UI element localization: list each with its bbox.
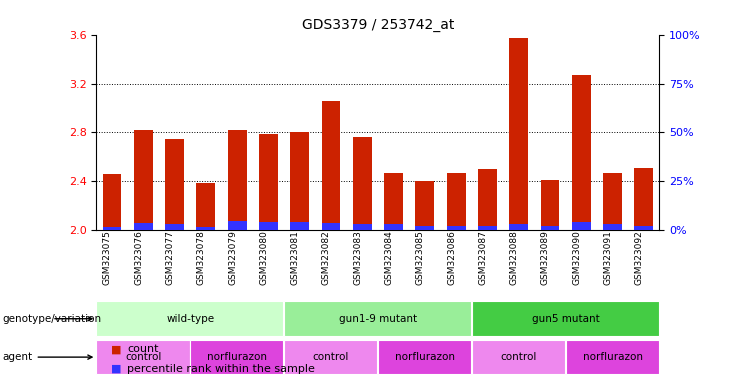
Text: GSM323088: GSM323088	[510, 230, 519, 285]
Bar	[134, 130, 153, 230]
Bar	[603, 173, 622, 230]
Bar	[353, 224, 372, 230]
Bar	[478, 169, 496, 230]
Text: GSM323075: GSM323075	[103, 230, 112, 285]
Bar	[447, 225, 465, 230]
Bar	[565, 340, 659, 374]
Bar	[634, 168, 654, 230]
Bar	[102, 174, 122, 230]
Text: wild-type: wild-type	[166, 314, 214, 324]
Text: ■: ■	[111, 344, 122, 354]
Text: agent: agent	[2, 352, 92, 362]
Bar	[165, 224, 184, 230]
Text: control: control	[125, 352, 162, 362]
Bar	[190, 340, 283, 374]
Bar	[384, 173, 403, 230]
Text: GSM323089: GSM323089	[541, 230, 550, 285]
Bar	[290, 222, 309, 230]
Bar	[165, 139, 184, 230]
Bar	[416, 182, 434, 230]
Text: GSM323081: GSM323081	[290, 230, 299, 285]
Text: genotype/variation: genotype/variation	[2, 314, 102, 324]
Text: GSM323080: GSM323080	[259, 230, 268, 285]
Text: GSM323076: GSM323076	[134, 230, 143, 285]
Bar	[509, 224, 528, 230]
Text: norflurazon: norflurazon	[582, 352, 642, 362]
Bar	[541, 180, 559, 230]
Bar	[572, 222, 591, 230]
Bar	[284, 340, 377, 374]
Text: ■: ■	[111, 364, 122, 374]
Text: percentile rank within the sample: percentile rank within the sample	[127, 364, 316, 374]
Text: control: control	[313, 352, 349, 362]
Bar	[541, 225, 559, 230]
Bar	[447, 173, 465, 230]
Bar	[478, 225, 496, 230]
Text: GSM323077: GSM323077	[165, 230, 175, 285]
Text: GSM323085: GSM323085	[416, 230, 425, 285]
Bar	[634, 225, 654, 230]
Bar	[102, 227, 122, 230]
Bar	[353, 137, 372, 230]
Bar	[290, 132, 309, 230]
Bar	[384, 224, 403, 230]
Bar	[322, 223, 340, 230]
Text: GSM323090: GSM323090	[572, 230, 581, 285]
Text: norflurazon: norflurazon	[207, 352, 267, 362]
Bar	[96, 340, 190, 374]
Bar	[196, 227, 215, 230]
Bar	[96, 301, 283, 336]
Bar	[322, 101, 340, 230]
Bar	[196, 183, 215, 230]
Text: GSM323083: GSM323083	[353, 230, 362, 285]
Bar	[227, 220, 247, 230]
Bar	[134, 223, 153, 230]
Text: GSM323086: GSM323086	[447, 230, 456, 285]
Bar	[259, 134, 278, 230]
Text: control: control	[500, 352, 537, 362]
Text: gun1-9 mutant: gun1-9 mutant	[339, 314, 417, 324]
Bar	[227, 130, 247, 230]
Bar	[509, 38, 528, 230]
Text: gun5 mutant: gun5 mutant	[532, 314, 599, 324]
Text: count: count	[127, 344, 159, 354]
Text: GSM323084: GSM323084	[385, 230, 393, 285]
Text: norflurazon: norflurazon	[395, 352, 455, 362]
Text: GSM323087: GSM323087	[479, 230, 488, 285]
Bar	[572, 75, 591, 230]
Bar	[603, 224, 622, 230]
Bar	[472, 301, 659, 336]
Title: GDS3379 / 253742_at: GDS3379 / 253742_at	[302, 18, 454, 32]
Bar	[472, 340, 565, 374]
Text: GSM323091: GSM323091	[604, 230, 613, 285]
Bar	[378, 340, 471, 374]
Text: GSM323079: GSM323079	[228, 230, 237, 285]
Text: GSM323092: GSM323092	[635, 230, 644, 285]
Bar	[259, 222, 278, 230]
Text: GSM323078: GSM323078	[197, 230, 206, 285]
Bar	[416, 225, 434, 230]
Bar	[284, 301, 471, 336]
Text: GSM323082: GSM323082	[322, 230, 331, 285]
